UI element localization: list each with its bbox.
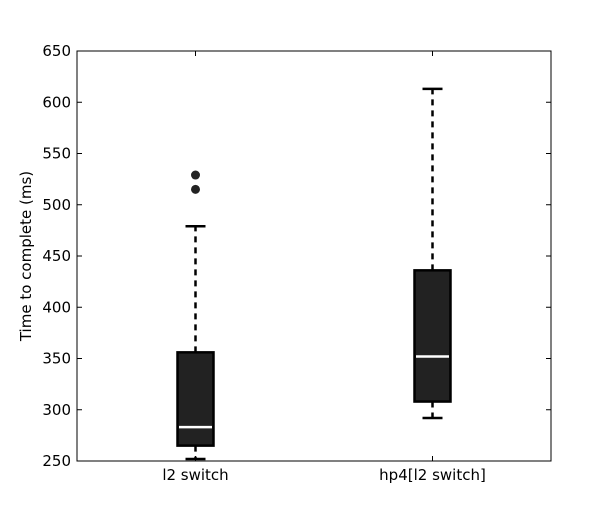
iqr-box <box>413 269 452 403</box>
outlier-point <box>191 184 200 194</box>
box-series <box>176 87 452 461</box>
y-tick-label: 500 <box>42 196 71 214</box>
iqr-box <box>176 351 215 447</box>
plot-frame <box>76 50 552 462</box>
x-tick-label: l2 switch <box>162 466 228 484</box>
x-axis-ticks: l2 switch hp4[l2 switch] <box>162 51 486 484</box>
y-axis-label: Time to complete (ms) <box>17 171 35 342</box>
y-tick-label: 300 <box>42 401 71 419</box>
y-tick-label: 600 <box>42 93 71 111</box>
y-tick-label: 400 <box>42 298 71 316</box>
x-tick-label: hp4[l2 switch] <box>379 466 486 484</box>
y-tick-label: 250 <box>42 452 71 470</box>
y-axis-ticks: 250 300 350 400 450 500 550 600 650 <box>42 42 551 470</box>
y-tick-label: 350 <box>42 350 71 368</box>
y-tick-label: 450 <box>42 247 71 265</box>
box-2 <box>413 87 452 420</box>
outlier-point <box>191 170 200 180</box>
box-1 <box>176 170 215 461</box>
y-tick-label: 650 <box>42 42 71 60</box>
y-tick-label: 550 <box>42 145 71 163</box>
